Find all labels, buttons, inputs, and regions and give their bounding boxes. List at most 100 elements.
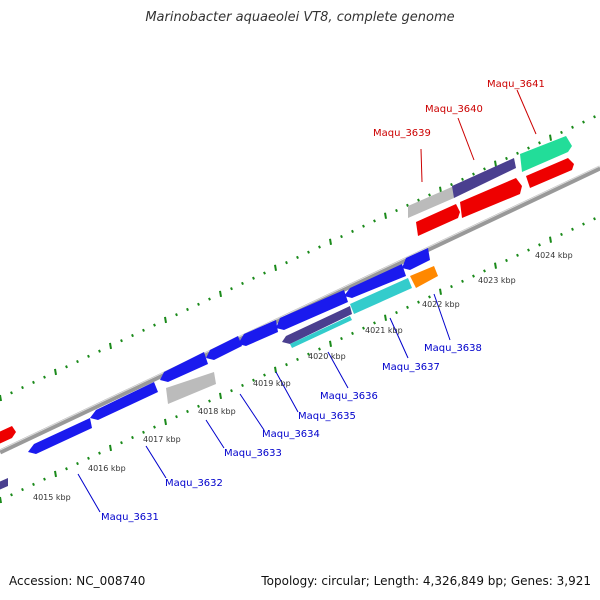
minor-tick (593, 217, 596, 221)
minor-tick (153, 323, 156, 327)
major-tick (219, 392, 222, 400)
minor-tick (197, 302, 200, 306)
minor-tick (131, 435, 134, 440)
major-tick (54, 368, 57, 376)
minor-tick (351, 229, 354, 233)
minor-tick (263, 271, 266, 275)
minor-tick (175, 313, 178, 317)
leader-line (145, 445, 167, 479)
minor-tick (538, 243, 541, 247)
minor-tick (318, 245, 321, 249)
minor-tick (340, 337, 343, 341)
minor-tick (32, 482, 35, 486)
major-tick (384, 314, 387, 321)
major-tick (329, 238, 332, 245)
minor-tick (43, 477, 46, 481)
major-tick (0, 394, 2, 402)
leader-line (457, 117, 475, 161)
minor-tick (505, 156, 508, 161)
minor-tick (21, 386, 24, 390)
gene-feature (0, 478, 8, 490)
gene-feature (350, 278, 412, 314)
minor-tick (87, 354, 90, 358)
minor-tick (318, 347, 321, 351)
minor-tick (87, 456, 90, 460)
minor-tick (538, 141, 541, 145)
minor-tick (241, 281, 244, 286)
minor-tick (428, 193, 431, 197)
major-tick (164, 316, 167, 324)
minor-tick (516, 151, 519, 155)
minor-tick (516, 253, 519, 257)
minor-tick (131, 333, 134, 338)
minor-tick (65, 467, 68, 471)
minor-tick (527, 248, 530, 252)
minor-tick (153, 425, 156, 429)
minor-tick (307, 250, 310, 254)
reverse-features (0, 248, 438, 490)
minor-tick (582, 120, 585, 124)
minor-tick (406, 203, 409, 207)
minor-tick (142, 430, 145, 434)
gene-label-maqu-3634: Maqu_3634 (262, 429, 320, 440)
leader-line (433, 293, 451, 341)
leader-line (77, 473, 101, 513)
kbp-label: 4021 kbp (365, 326, 403, 335)
minor-tick (582, 222, 585, 226)
minor-tick (362, 326, 365, 330)
gene-feature (410, 266, 438, 288)
minor-tick (395, 208, 398, 213)
gene-feature (416, 204, 460, 236)
inner-tick-track (0, 217, 596, 504)
gene-feature (28, 418, 92, 454)
gene-feature (408, 186, 454, 218)
leader-line (516, 89, 537, 135)
gene-label-maqu-3633: Maqu_3633 (224, 448, 282, 459)
gene-feature (452, 158, 516, 198)
minor-tick (417, 198, 420, 202)
minor-tick (472, 172, 475, 176)
forward-features (0, 136, 574, 444)
gene-feature (90, 382, 158, 420)
minor-tick (373, 321, 376, 325)
gene-feature (402, 248, 430, 270)
gene-label-maqu-3631: Maqu_3631 (101, 512, 159, 523)
gene-feature (238, 320, 278, 346)
minor-tick (428, 295, 431, 299)
minor-tick (186, 307, 189, 312)
minor-tick (560, 130, 563, 135)
major-tick (494, 160, 497, 167)
minor-tick (252, 378, 255, 382)
gene-feature (290, 316, 352, 348)
minor-tick (120, 441, 123, 445)
major-tick (384, 212, 387, 219)
major-tick (109, 342, 112, 350)
minor-tick (340, 235, 343, 239)
reverse-labels: Maqu_3631 Maqu_3632 Maqu_3633 Maqu_3634 … (77, 293, 482, 523)
minor-tick (527, 146, 530, 150)
minor-tick (32, 380, 35, 384)
kbp-label: 4022 kbp (422, 300, 460, 309)
gene-feature (344, 264, 406, 298)
minor-tick (43, 375, 46, 379)
minor-tick (450, 182, 453, 187)
major-tick (274, 264, 277, 271)
minor-tick (208, 399, 211, 403)
kbp-label: 4024 kbp (535, 251, 573, 260)
major-tick (494, 262, 497, 269)
minor-tick (417, 300, 420, 304)
leader-line (275, 371, 299, 413)
minor-tick (593, 115, 596, 119)
kbp-label: 4015 kbp (33, 493, 71, 502)
genome-summary-text: Topology: circular; Length: 4,326,849 bp… (261, 574, 591, 588)
minor-tick (186, 409, 189, 414)
gene-label-maqu-3637: Maqu_3637 (382, 362, 440, 373)
minor-tick (450, 284, 453, 289)
kbp-label: 4023 kbp (478, 276, 516, 285)
minor-tick (461, 177, 464, 181)
gene-feature (206, 336, 242, 360)
gene-feature (160, 352, 208, 382)
minor-tick (98, 349, 101, 353)
minor-tick (241, 383, 244, 388)
